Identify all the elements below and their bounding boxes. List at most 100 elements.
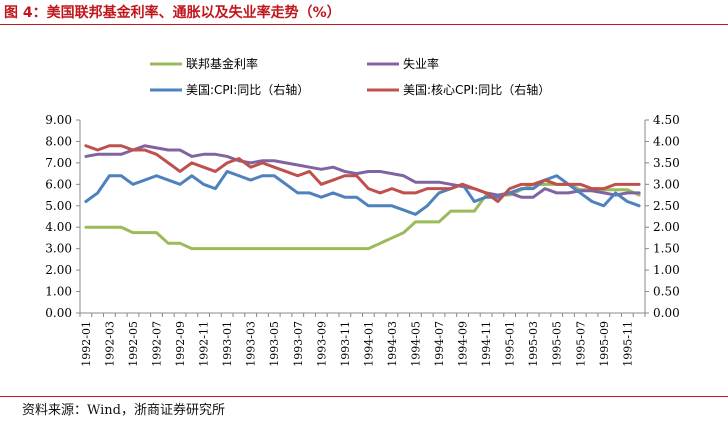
series-3-point xyxy=(579,191,582,195)
series-2-point xyxy=(96,153,99,156)
x-tick-label: 1992-11 xyxy=(198,321,211,367)
right-tick-label: 4.00 xyxy=(653,134,680,148)
series-1-point xyxy=(320,247,323,250)
series-1-point xyxy=(119,226,123,229)
series-4-point xyxy=(484,191,488,195)
series-1-point xyxy=(296,247,299,250)
series-1-point xyxy=(449,209,452,213)
x-tick-label: 1994-11 xyxy=(480,321,493,367)
series-2-point xyxy=(178,148,182,152)
x-tick-label: 1994-03 xyxy=(386,321,399,367)
right-tick-label: 3.00 xyxy=(653,177,680,191)
source-rule xyxy=(0,396,728,397)
series-3-point xyxy=(202,183,205,186)
right-tick-label: 0.00 xyxy=(653,306,680,320)
legend-label-1: 联邦基金利率 xyxy=(186,56,258,71)
series-4-point xyxy=(119,144,123,147)
x-tick-label: 1995-01 xyxy=(504,321,517,367)
series-2-point xyxy=(214,153,217,156)
series-3-point xyxy=(237,174,241,177)
series-2-point xyxy=(273,159,276,162)
series-4-point xyxy=(614,183,617,186)
x-tick-label: 1993-07 xyxy=(292,321,305,367)
left-tick-label: 3.00 xyxy=(45,242,72,256)
series-2-point xyxy=(261,159,264,162)
series-1-point xyxy=(473,209,476,213)
series-4-point xyxy=(167,161,170,165)
series-3-point xyxy=(637,204,641,207)
series-3-point xyxy=(555,174,558,177)
right-tick-label: 3.50 xyxy=(653,156,680,170)
series-2-point xyxy=(449,183,452,186)
series-2-point xyxy=(308,165,311,169)
series-2-point xyxy=(602,191,606,195)
series-4-point xyxy=(355,174,358,177)
series-3-point xyxy=(249,178,252,182)
series-4-point xyxy=(390,187,394,190)
series-1-point xyxy=(437,220,441,224)
x-tick-label: 1993-01 xyxy=(221,321,234,367)
series-4-point xyxy=(202,165,205,169)
chart-axes: 0.00 1.00 2.00 3.00 4.00 5.00 6.00 7.00 8.00 9.00… xyxy=(45,113,679,367)
series-1-point xyxy=(155,231,158,234)
series-4-point xyxy=(426,187,429,190)
series-3-point xyxy=(496,196,500,199)
series-4-point xyxy=(96,148,99,152)
series-3-point xyxy=(296,191,299,195)
series-3-point xyxy=(214,187,217,190)
series-3-point xyxy=(190,174,194,177)
series-3-point xyxy=(108,174,111,177)
series-3-point xyxy=(426,204,429,207)
series-3-point xyxy=(614,191,617,195)
series-1-point xyxy=(167,242,170,245)
series-4-point xyxy=(273,165,276,169)
series-1-point xyxy=(343,247,347,250)
series-4-point xyxy=(367,187,370,190)
x-tick-label: 1994-09 xyxy=(457,321,470,367)
series-1-point xyxy=(543,183,547,186)
series-1-point xyxy=(402,231,405,234)
series-4-point xyxy=(143,148,146,152)
series-3-point xyxy=(343,196,347,199)
x-tick-label: 1993-05 xyxy=(268,321,281,367)
series-2-point xyxy=(402,174,405,177)
left-tick-label: 2.00 xyxy=(45,263,72,277)
series-4-point xyxy=(437,187,441,190)
series-1-point xyxy=(131,231,135,234)
series-2-point xyxy=(355,172,358,175)
x-tick-label: 1993-11 xyxy=(339,321,352,367)
series-line-2 xyxy=(84,144,641,199)
series-4-point xyxy=(249,165,252,169)
series-3-point xyxy=(308,191,311,195)
series-4-point xyxy=(461,183,464,186)
series-3-point xyxy=(602,204,606,207)
series-3-point xyxy=(355,196,358,199)
series-2-point xyxy=(331,165,335,169)
x-tick-label: 1992-07 xyxy=(151,321,164,367)
chart-series xyxy=(84,144,641,251)
series-1-point xyxy=(190,247,194,250)
series-1-point xyxy=(214,247,217,250)
series-3-point xyxy=(96,191,99,195)
right-tick-label: 0.50 xyxy=(653,285,680,299)
series-1-point xyxy=(461,209,464,213)
series-line-4 xyxy=(84,144,641,203)
series-2-point xyxy=(225,155,229,158)
series-4-point xyxy=(155,153,158,156)
right-tick-label: 1.00 xyxy=(653,263,680,277)
series-4-point xyxy=(520,183,523,186)
series-2-point xyxy=(590,189,594,192)
x-tick-label: 1995-05 xyxy=(551,321,564,367)
series-3-point xyxy=(331,191,335,195)
series-1-point xyxy=(273,247,276,250)
left-tick-label: 7.00 xyxy=(45,156,72,170)
series-2-point xyxy=(119,153,123,156)
series-2-point xyxy=(520,196,523,199)
series-1-point xyxy=(284,247,288,250)
series-1-point xyxy=(84,226,88,229)
left-tick-label: 6.00 xyxy=(45,177,72,191)
series-3-point xyxy=(84,200,88,203)
series-1-point xyxy=(367,247,370,250)
series-3-point xyxy=(414,213,417,216)
